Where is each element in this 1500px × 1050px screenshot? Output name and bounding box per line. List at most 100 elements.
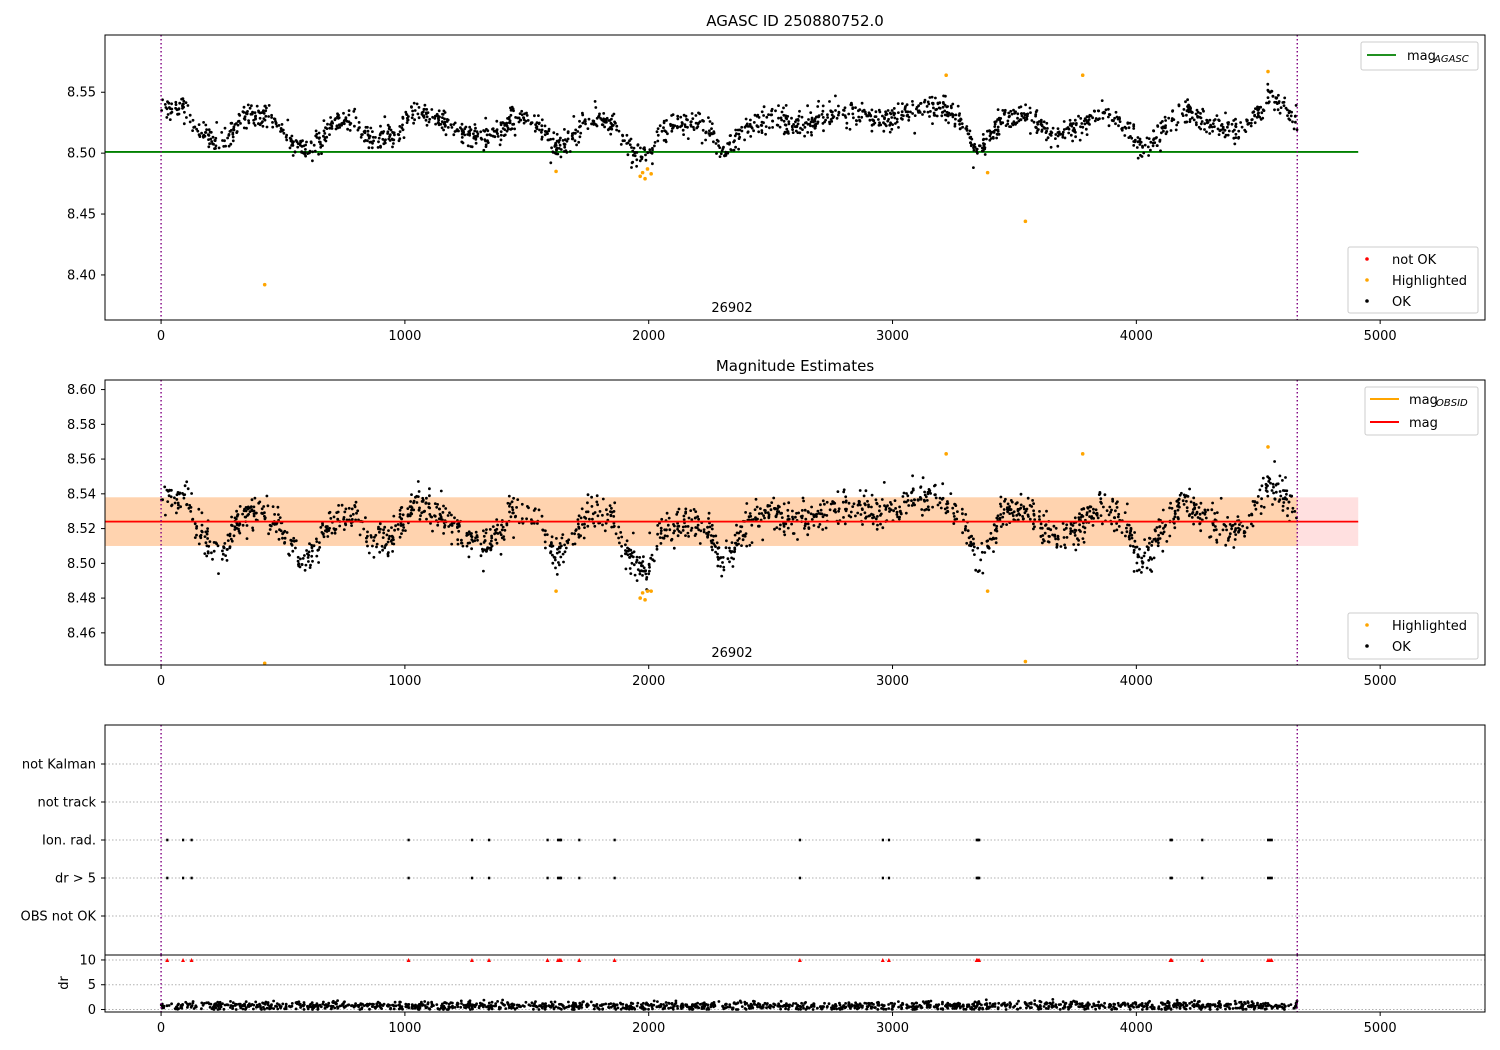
magnitude-ok-point: [899, 512, 903, 516]
magnitude-ok-point: [375, 542, 379, 546]
magnitude-ok-point: [1111, 497, 1114, 501]
agasc-ok-point: [648, 148, 652, 152]
magnitude-ok-point: [241, 512, 245, 516]
magnitude-ok-point: [176, 506, 180, 510]
magnitude-ok-point: [1224, 543, 1228, 547]
magnitude-ok-point: [573, 532, 576, 536]
agasc-ok-point: [257, 122, 260, 125]
magnitude-ok-point: [943, 507, 947, 511]
dr-point: [398, 1003, 401, 1007]
dr-point: [302, 1008, 306, 1011]
magnitude-ok-point: [170, 504, 173, 508]
dr-point: [530, 1001, 534, 1005]
magnitude-ok-point: [1278, 498, 1282, 502]
flag-marker: [558, 876, 561, 880]
magnitude-ok-point: [169, 495, 173, 499]
agasc-ok-point: [985, 137, 988, 141]
agasc-ok-point: [568, 150, 572, 153]
agasc-ok-point: [213, 147, 216, 151]
magnitude-ok-point: [706, 535, 709, 539]
agasc-ok-point: [909, 110, 912, 114]
agasc-ok-point: [554, 141, 558, 145]
magnitude-ok-point: [1011, 514, 1015, 518]
agasc-ok-point: [1151, 141, 1155, 145]
magnitude-ok-point: [299, 557, 302, 561]
magnitude-ok-point: [994, 537, 998, 540]
magnitude-ok-point: [586, 501, 589, 505]
magnitude-ok-point: [394, 524, 397, 528]
magnitude-ok-point: [610, 506, 613, 510]
magnitude-ok-point: [254, 518, 258, 522]
magnitude-ok-point: [444, 507, 448, 510]
agasc-ok-point: [453, 130, 457, 133]
magnitude-ok-point: [383, 546, 387, 550]
agasc-ok-point: [417, 116, 421, 120]
magnitude-ok-point: [175, 498, 179, 501]
agasc-ok-point: [246, 110, 249, 113]
magnitude-ok-point: [675, 513, 679, 516]
magnitude-ok-point: [980, 541, 984, 545]
dr-point: [385, 1004, 389, 1008]
agasc-ok-point: [213, 139, 217, 142]
magnitude-ok-point: [791, 515, 794, 519]
magnitude-ok-point: [609, 510, 612, 513]
magnitude-ok-point: [952, 512, 956, 515]
agasc-ok-point: [1245, 118, 1248, 122]
dr-point: [338, 1004, 342, 1008]
magnitude-ok-point: [273, 513, 276, 516]
agasc-ok-point: [231, 135, 235, 139]
magnitude-ok-point: [1022, 507, 1026, 511]
magnitude-ok-point: [1007, 508, 1011, 512]
magnitude-ok-point: [500, 523, 503, 527]
agasc-ok-point: [1073, 118, 1077, 122]
magnitude-ok-point: [470, 538, 474, 541]
agasc-ok-point: [820, 113, 824, 116]
agasc-ok-point: [1190, 116, 1194, 120]
dr-point: [983, 1003, 987, 1006]
magnitude-ok-point: [791, 509, 794, 513]
agasc-ok-point: [1177, 103, 1181, 107]
magnitude-ok-point: [652, 559, 656, 563]
agasc-ok-point: [743, 125, 747, 129]
magnitude-ok-point: [1286, 507, 1290, 510]
magnitude-ok-point: [879, 512, 883, 516]
dr-point: [360, 1006, 364, 1009]
magnitude-ok-point: [712, 534, 715, 538]
agasc-ok-point: [1132, 124, 1136, 128]
dr-point: [558, 1002, 561, 1006]
agasc-ok-point: [944, 118, 948, 122]
agasc-ok-point: [1237, 129, 1241, 133]
magnitude-ok-point: [917, 498, 920, 502]
agasc-ok-point: [290, 134, 294, 138]
agasc-ok-point: [740, 129, 744, 133]
agasc-ok-point: [837, 113, 840, 117]
agasc-ok-point: [182, 102, 185, 106]
magnitude-ok-point: [559, 555, 563, 559]
agasc-ok-point: [533, 129, 537, 133]
agasc-ok-point: [1162, 129, 1165, 133]
magnitude-ok-point: [364, 516, 367, 520]
magnitude-ok-point: [358, 533, 362, 537]
agasc-ok-point: [911, 100, 914, 103]
dr-point: [421, 1003, 425, 1007]
magnitude-ytick-label: 8.50: [67, 557, 96, 572]
dr-point: [578, 1004, 581, 1008]
dr-point: [604, 1002, 608, 1006]
magnitude-ok-point: [590, 495, 593, 499]
agasc-ok-point: [425, 115, 429, 119]
magnitude-ok-point: [1115, 522, 1118, 525]
magnitude-ok-point: [934, 496, 938, 500]
agasc-ok-point: [1217, 133, 1221, 137]
magnitude-ok-point: [1081, 537, 1085, 540]
dr-point: [1015, 1002, 1019, 1006]
agasc-ok-point: [476, 132, 480, 136]
magnitude-ok-point: [300, 563, 304, 566]
magnitude-ok-point: [490, 536, 494, 540]
agasc-ok-point: [656, 139, 660, 143]
magnitude-ok-point: [1061, 522, 1065, 525]
dr-point: [1181, 1003, 1185, 1007]
dr-point: [1233, 999, 1237, 1003]
magnitude-ok-point: [327, 529, 331, 532]
magnitude-ok-point: [895, 510, 899, 514]
